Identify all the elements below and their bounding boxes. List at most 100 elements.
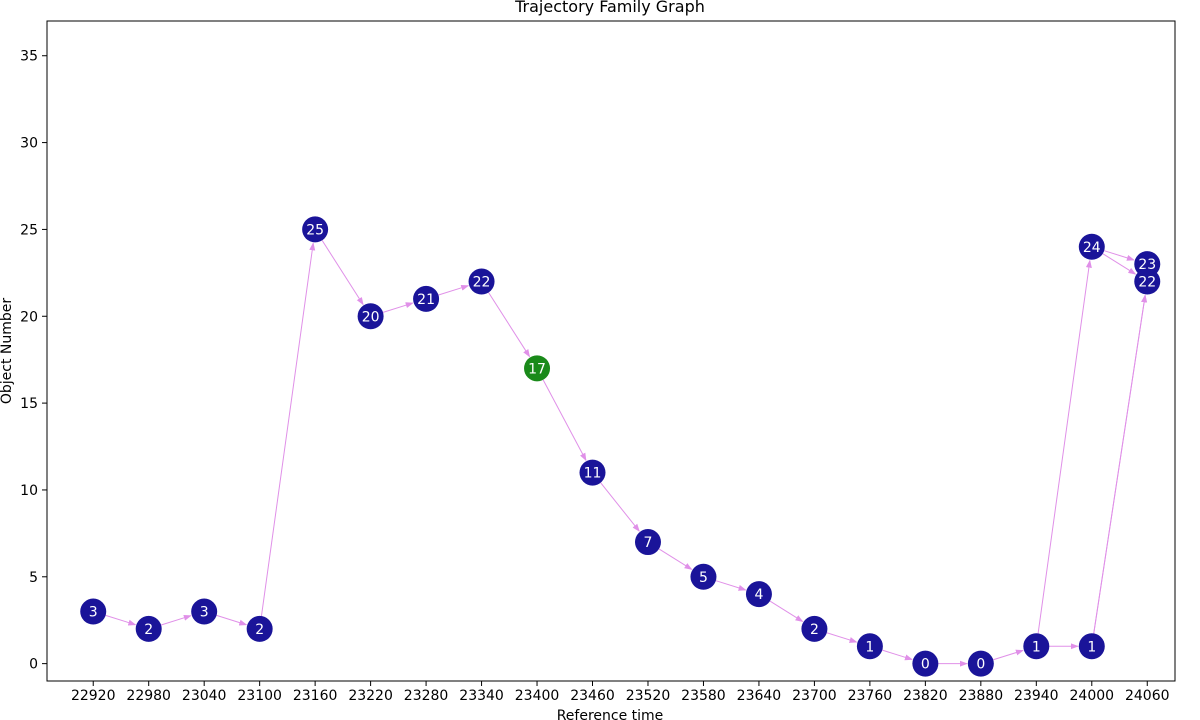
- node-label: 17: [528, 361, 546, 377]
- x-tick-label: 23400: [515, 688, 560, 704]
- y-tick-label: 15: [20, 396, 38, 412]
- graph-node: 1: [856, 633, 883, 660]
- node-label: 0: [976, 657, 985, 673]
- x-axis-title: Reference time: [557, 708, 664, 720]
- graph-node: 1: [1078, 633, 1105, 660]
- x-tick-label: 23580: [681, 688, 726, 704]
- y-tick-label: 20: [20, 309, 38, 325]
- node-label: 2: [255, 622, 264, 638]
- node-label: 1: [865, 639, 874, 655]
- graph-edge: [715, 580, 747, 591]
- node-marker: [745, 581, 772, 608]
- node-marker: [80, 598, 107, 625]
- edge-layer: [105, 240, 1148, 667]
- node-label: 21: [417, 292, 435, 308]
- graph-edge: [1102, 253, 1137, 275]
- graph-node: 7: [634, 529, 661, 556]
- graph-node: 5: [690, 563, 717, 590]
- graph-edge: [216, 614, 248, 626]
- y-tick-label: 35: [20, 49, 38, 65]
- x-tick-label: 23760: [848, 688, 893, 704]
- node-label: 22: [1138, 275, 1156, 291]
- node-label: 4: [754, 587, 763, 603]
- graph-node: 3: [191, 598, 218, 625]
- graph-edge: [769, 600, 804, 622]
- graph-edge: [488, 292, 531, 358]
- x-tick-label: 23100: [237, 688, 282, 704]
- node-label: 1: [1032, 639, 1041, 655]
- node-marker: [967, 650, 994, 677]
- graph-node: 21: [413, 285, 440, 312]
- highlighted-node-marker: [524, 355, 551, 382]
- y-axis: 0 5 10 15 20 25 30 35: [20, 49, 47, 673]
- x-tick-label: 23520: [626, 688, 671, 704]
- node-marker: [357, 303, 384, 330]
- node-marker: [1078, 633, 1105, 660]
- graph-node: 3: [80, 598, 107, 625]
- graph-edge: [1037, 259, 1092, 634]
- graph-node: 2: [801, 615, 828, 642]
- graph-edge: [160, 614, 192, 626]
- x-tick-label: 23700: [792, 688, 837, 704]
- y-axis-title: Object Number: [0, 298, 15, 405]
- node-marker: [856, 633, 883, 660]
- graph-node: 0: [967, 650, 994, 677]
- node-marker: [690, 563, 717, 590]
- x-tick-label: 23040: [182, 688, 227, 704]
- node-label: 0: [921, 657, 930, 673]
- graph-edge: [105, 614, 137, 626]
- y-tick-label: 30: [20, 136, 38, 152]
- graph-node: 2: [246, 615, 273, 642]
- graph-edge: [993, 649, 1024, 661]
- y-tick-label: 0: [29, 657, 38, 673]
- x-tick-label: 23880: [959, 688, 1004, 704]
- x-tick-label: 23460: [570, 688, 615, 704]
- y-tick-label: 10: [20, 483, 38, 499]
- graph-node: 17: [524, 355, 551, 382]
- graph-edge: [1104, 250, 1135, 261]
- plot-area-frame: [46, 20, 1176, 682]
- graph-edge: [882, 649, 913, 661]
- x-axis: 22920 22980 23040 23100 23160 23220 23280 23340…: [71, 681, 1170, 704]
- graph-edge: [1093, 294, 1148, 634]
- node-label: 3: [200, 605, 209, 621]
- node-marker: [801, 615, 828, 642]
- graph-edge: [438, 284, 470, 296]
- node-label: 2: [144, 622, 153, 638]
- node-marker: [302, 216, 329, 243]
- x-tick-label: 24000: [1070, 688, 1115, 704]
- node-label: 22: [473, 275, 491, 291]
- graph-edge: [826, 632, 858, 643]
- graph-edge: [382, 302, 414, 313]
- node-marker: [246, 615, 273, 642]
- node-marker: [413, 285, 440, 312]
- graph-node: 22: [468, 268, 495, 295]
- node-marker: [1134, 268, 1161, 295]
- node-marker: [1023, 633, 1050, 660]
- node-label: 20: [362, 309, 380, 325]
- graph-node: 1: [1023, 633, 1050, 660]
- y-tick-label: 25: [20, 222, 38, 238]
- node-label: 11: [584, 466, 602, 482]
- x-tick-label: 23940: [1014, 688, 1059, 704]
- graph-node: 2: [135, 615, 162, 642]
- graph-edge: [260, 242, 316, 617]
- node-label: 1: [1087, 639, 1096, 655]
- x-tick-label: 23280: [404, 688, 449, 704]
- x-tick-label: 23640: [737, 688, 782, 704]
- node-label: 24: [1083, 240, 1101, 256]
- graph-node: 25: [302, 216, 329, 243]
- node-marker: [191, 598, 218, 625]
- graph-node: 22: [1134, 268, 1161, 295]
- graph-node: 11: [579, 459, 606, 486]
- node-label: 23: [1138, 257, 1156, 273]
- node-marker: [634, 529, 661, 556]
- x-tick-label: 23220: [348, 688, 393, 704]
- x-tick-label: 22980: [126, 688, 171, 704]
- graph-node: 24: [1078, 233, 1105, 260]
- graph-node: 0: [912, 650, 939, 677]
- graph-node: 20: [357, 303, 384, 330]
- graph-edge: [658, 548, 693, 570]
